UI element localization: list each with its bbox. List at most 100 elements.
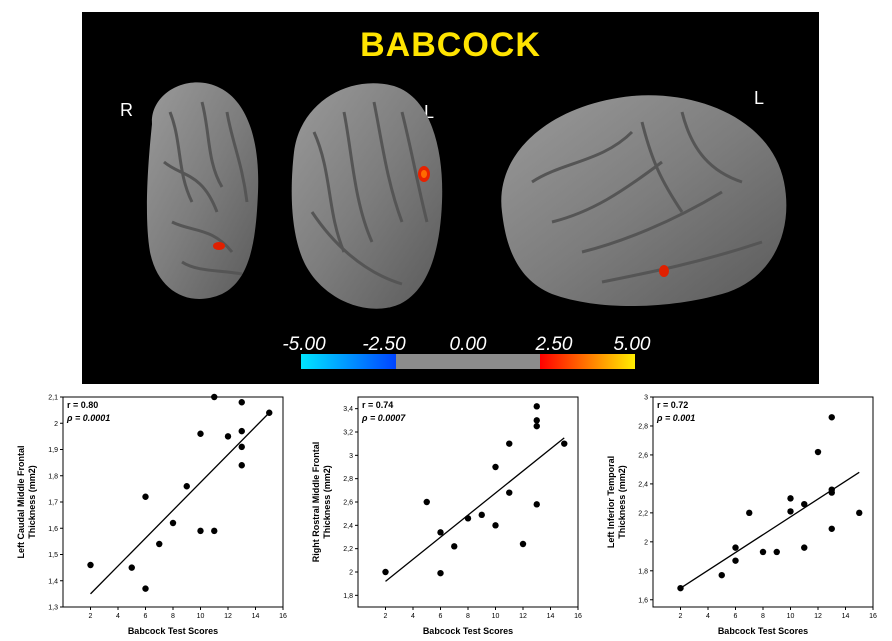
data-point xyxy=(238,462,245,469)
data-point xyxy=(238,399,245,406)
data-point xyxy=(506,489,513,496)
y-tick-label: 2,6 xyxy=(638,452,648,459)
colorbar-tick-1: -2.50 xyxy=(362,334,406,355)
y-axis-title-line: Left Caudal Middle Frontal xyxy=(16,445,26,558)
y-axis-title-line: Thickness (mm2) xyxy=(27,465,37,539)
colorbar xyxy=(301,354,635,369)
data-point xyxy=(787,508,794,515)
brain-right-hemisphere xyxy=(146,82,259,299)
scatter-plot-right-rostral-middle-frontal: 2 4 6 8 10 12 14 16 1,8 2 2,2 2,4 2,6 2,8 3 3,2 3,4 Babco… xyxy=(303,387,588,637)
x-tick-label: 4 xyxy=(411,613,415,620)
y-tick-label: 1,6 xyxy=(48,526,58,533)
y-tick-label: 2,2 xyxy=(343,546,353,553)
y-tick-label: 1,8 xyxy=(343,593,353,600)
data-point xyxy=(238,443,245,451)
x-tick-label: 2 xyxy=(384,613,388,620)
y-tick-label: 2 xyxy=(349,570,353,577)
stat-p: ρ = 0.0001 xyxy=(66,413,110,423)
y-axis-title-line: Thickness (mm2) xyxy=(617,465,627,539)
data-point xyxy=(759,548,767,556)
scatter-svg: 2 4 6 8 10 12 14 16 1,3 1,4 1,5 1,6 1,7 1,8 1,9 2 2,1 Bab… xyxy=(16,393,287,636)
plot-frame xyxy=(357,396,579,608)
y-tick-label: 2,8 xyxy=(638,423,648,430)
y-axis-title-line: Left Inferior Temporal xyxy=(606,456,616,548)
x-tick-label: 10 xyxy=(492,613,500,620)
data-point xyxy=(828,525,835,532)
x-tick-label: 8 xyxy=(466,613,470,620)
y-axis-title-line: Right Rostral Middle Frontal xyxy=(311,442,321,563)
y-tick-label: 2,4 xyxy=(638,481,648,488)
data-point xyxy=(677,584,684,592)
y-tick-label: 1,8 xyxy=(638,568,648,575)
x-tick-label: 14 xyxy=(547,613,555,620)
x-tick-label: 14 xyxy=(252,613,260,620)
colorbar-tick-2: 0.00 xyxy=(449,334,487,355)
x-tick-label: 8 xyxy=(171,613,175,620)
scatter-svg: 2 4 6 8 10 12 14 16 1,8 2 2,2 2,4 2,6 2,8 3 3,2 3,4 Babco… xyxy=(311,396,582,636)
data-point xyxy=(211,527,218,535)
y-tick-label: 1,3 xyxy=(48,605,58,612)
x-tick-label: 10 xyxy=(787,613,795,620)
data-point xyxy=(382,568,389,576)
colorbar-tick-0: -5.00 xyxy=(282,334,326,355)
data-point xyxy=(169,519,177,527)
colorbar-tick-4: 5.00 xyxy=(613,334,651,355)
regression-line xyxy=(90,412,270,595)
data-point xyxy=(533,403,540,410)
y-tick-label: 3 xyxy=(644,395,648,402)
brain-left-hemisphere-lateral xyxy=(501,95,787,307)
brain-figure-panel: BABCOCK R L L xyxy=(82,12,819,384)
y-tick-label: 1,4 xyxy=(48,578,58,585)
hemisphere-label-right: R xyxy=(120,100,133,120)
data-point xyxy=(224,433,232,440)
x-tick-label: 4 xyxy=(706,613,710,620)
x-tick-label: 8 xyxy=(761,613,765,620)
hemisphere-label-left-lateral: L xyxy=(754,88,765,108)
data-point xyxy=(142,585,149,592)
y-tick-label: 2,2 xyxy=(638,510,648,517)
x-axis-title: Babcock Test Scores xyxy=(423,626,513,636)
data-point xyxy=(787,495,794,502)
data-point xyxy=(128,564,135,571)
x-tick-label: 12 xyxy=(224,613,232,620)
stat-r: r = 0.72 xyxy=(657,400,688,410)
x-tick-label: 16 xyxy=(869,613,877,620)
data-point xyxy=(732,557,739,564)
data-point xyxy=(492,463,499,471)
scatter-plot-left-inferior-temporal: 2 4 6 8 10 12 14 16 1,6 1,8 2 2,2 2,4 2,6 2,8 3 Babcock … xyxy=(598,387,883,637)
data-point xyxy=(533,417,540,424)
data-point xyxy=(437,529,444,536)
hemisphere-label-left-medial: L xyxy=(424,102,435,122)
data-point xyxy=(561,440,568,447)
data-point xyxy=(464,515,472,522)
data-point xyxy=(732,544,739,551)
data-point xyxy=(533,501,540,508)
y-tick-label: 1,8 xyxy=(48,473,58,480)
y-tick-label: 1,7 xyxy=(48,500,58,507)
x-tick-label: 6 xyxy=(734,613,738,620)
y-tick-label: 1,6 xyxy=(638,597,648,604)
data-point xyxy=(437,569,444,577)
data-point xyxy=(814,448,822,456)
data-point xyxy=(828,486,835,493)
plot-frame xyxy=(62,396,284,608)
data-point xyxy=(856,509,863,517)
y-tick-label: 2 xyxy=(54,421,58,428)
activation-blob-1 xyxy=(213,242,225,250)
brain-left-hemisphere-medial xyxy=(291,83,443,309)
x-tick-label: 4 xyxy=(116,613,120,620)
data-point xyxy=(87,561,94,569)
data-point xyxy=(533,422,540,430)
y-tick-label: 2,8 xyxy=(343,476,353,483)
data-point xyxy=(478,511,485,519)
activation-blob-3 xyxy=(659,265,669,277)
data-point xyxy=(718,571,725,579)
brain-renderings xyxy=(146,82,787,369)
scatter-plot-left-caudal-middle-frontal: 2 4 6 8 10 12 14 16 1,3 1,4 1,5 1,6 1,7 1,8 1,9 2 2,1 Bab… xyxy=(8,387,293,637)
data-point xyxy=(773,548,780,556)
scatter-svg: 2 4 6 8 10 12 14 16 1,6 1,8 2 2,2 2,4 2,6 2,8 3 Babcock … xyxy=(606,395,877,637)
stat-p: ρ = 0.0007 xyxy=(361,413,406,423)
y-tick-label: 3,4 xyxy=(343,406,353,413)
x-tick-label: 14 xyxy=(842,613,850,620)
data-point xyxy=(266,409,273,416)
